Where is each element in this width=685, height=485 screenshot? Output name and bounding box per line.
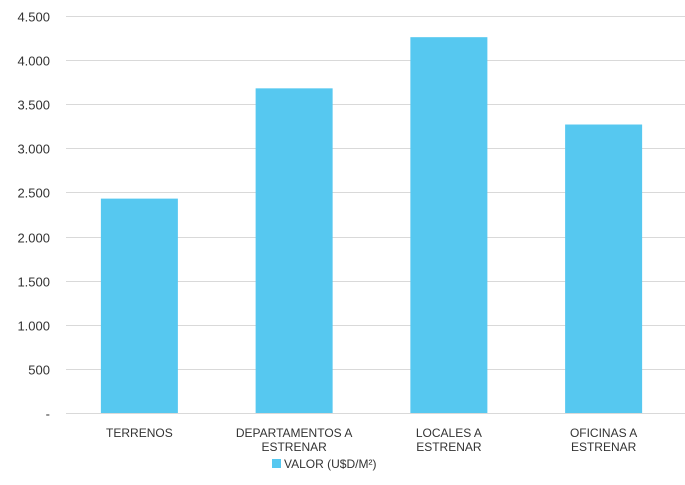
legend-label: VALOR (U$D/M²) [284,457,376,471]
y-tick-label: 3.500 [17,98,50,113]
bar [100,198,178,413]
legend-swatch [272,459,281,468]
x-tick-label: DEPARTAMENTOS A ESTRENAR [236,426,352,454]
y-axis-ticks: - 500 1.000 1.500 2.000 2.500 3.000 3.500 4.000 4… [17,10,50,422]
y-tick-label: 2.000 [17,231,50,246]
x-tick-label-line: LOCALES A [416,426,482,440]
x-tick-label-line: ESTRENAR [416,440,482,454]
x-tick-label: LOCALES A ESTRENAR [416,426,482,454]
x-tick-label: OFICINAS A ESTRENAR [570,426,637,454]
y-tick-label: 4.000 [17,54,50,69]
y-tick-label: 3.000 [17,142,50,157]
bars [100,37,643,413]
y-tick-label: - [46,407,50,422]
y-tick-label: 1.000 [17,319,50,334]
x-tick-label-line: ESTRENAR [571,440,637,454]
y-tick-label: 500 [28,363,50,378]
y-tick-label: 2.500 [17,186,50,201]
y-tick-label: 1.500 [17,275,50,290]
bar [255,88,333,413]
bar [410,37,488,413]
bar [565,124,643,413]
x-tick-label: TERRENOS [106,426,173,440]
legend: VALOR (U$D/M²) [272,457,376,471]
x-tick-label-line: ESTRENAR [261,440,327,454]
x-tick-label-line: TERRENOS [106,426,173,440]
x-tick-label-line: DEPARTAMENTOS A [236,426,352,440]
y-tick-label: 4.500 [17,10,50,25]
x-tick-label-line: OFICINAS A [570,426,637,440]
